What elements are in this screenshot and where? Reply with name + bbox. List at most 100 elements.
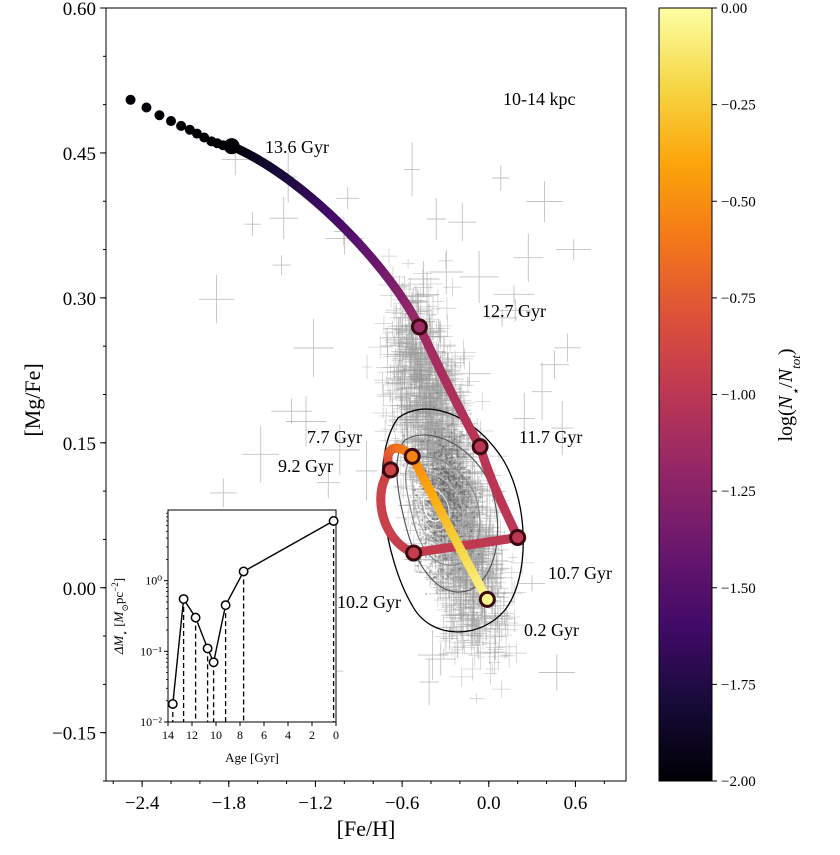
star-point — [452, 440, 454, 442]
star-point — [438, 407, 440, 409]
star-point — [452, 445, 454, 447]
star-point — [428, 436, 430, 438]
star-point — [459, 520, 461, 522]
y-tick-label: 0.45 — [63, 144, 96, 165]
y-tick-label: −0.15 — [52, 724, 96, 745]
star-point — [451, 577, 453, 579]
star-point — [460, 467, 462, 469]
star-point — [457, 466, 459, 468]
x-tick-label: 0.6 — [564, 793, 588, 814]
star-point — [453, 513, 455, 515]
star-point — [469, 470, 471, 472]
star-point — [422, 536, 424, 538]
star-point — [458, 530, 460, 532]
star-point — [434, 485, 436, 487]
star-point — [433, 407, 435, 409]
star-point — [442, 589, 444, 591]
inset-point — [169, 700, 177, 708]
star-point — [459, 440, 461, 442]
colorbar-tick-label: −0.50 — [721, 194, 756, 210]
inset-point — [191, 613, 199, 621]
star-point — [448, 486, 450, 488]
star-point — [468, 550, 470, 552]
star-point — [418, 449, 420, 451]
inset-x-tick-label: 6 — [261, 728, 267, 742]
star-point — [408, 469, 410, 471]
star-point — [485, 532, 487, 534]
early-track-point — [141, 103, 151, 113]
early-track-point — [176, 121, 186, 131]
star-point — [451, 507, 453, 509]
star-point — [448, 436, 450, 438]
star-point — [415, 522, 417, 524]
star-point — [435, 482, 437, 484]
star-point — [436, 392, 438, 394]
star-point — [461, 485, 463, 487]
star-point — [419, 532, 421, 534]
star-point — [457, 510, 459, 512]
star-point — [453, 499, 455, 501]
star-point — [443, 558, 445, 560]
age-label-10-7: 10.7 Gyr — [548, 563, 612, 583]
star-point — [432, 510, 434, 512]
age-label-7-7: 7.7 Gyr — [307, 427, 362, 447]
age-marker — [224, 138, 240, 154]
star-point — [466, 506, 468, 508]
star-point — [446, 460, 448, 462]
star-point — [476, 515, 478, 517]
star-point — [459, 463, 461, 465]
star-point — [448, 468, 450, 470]
star-point — [442, 576, 444, 578]
star-point — [451, 489, 453, 491]
star-point — [467, 523, 469, 525]
inset-y-tick-label: 10⁻¹ — [140, 644, 162, 658]
star-point — [447, 425, 449, 427]
star-point — [449, 452, 451, 454]
star-point — [453, 474, 455, 476]
inset-x-tick-label: 0 — [333, 728, 339, 742]
star-point — [457, 484, 459, 486]
star-point — [419, 571, 421, 573]
star-point — [456, 453, 458, 455]
star-point — [464, 491, 466, 493]
star-point — [422, 440, 424, 442]
age-label-13-6: 13.6 Gyr — [265, 137, 329, 157]
star-point — [425, 529, 427, 531]
star-point — [457, 503, 459, 505]
colorbar-ticks: 0.00−0.25−0.50−0.75−1.00−1.25−1.50−1.75−… — [712, 1, 756, 790]
star-point — [442, 554, 444, 556]
star-point — [420, 441, 422, 443]
star-point — [436, 479, 438, 481]
star-point — [441, 500, 443, 502]
inset-point — [329, 517, 337, 525]
star-point — [443, 489, 445, 491]
star-point — [448, 461, 450, 463]
inset-x-tick-label: 12 — [186, 728, 198, 742]
colorbar: 0.00−0.25−0.50−0.75−1.00−1.25−1.50−1.75−… — [659, 1, 803, 790]
star-point — [465, 471, 467, 473]
star-point — [440, 454, 442, 456]
star-point — [467, 497, 469, 499]
star-point — [440, 525, 442, 527]
y-tick-label: 0.60 — [63, 0, 96, 20]
star-point — [449, 424, 451, 426]
star-point — [437, 469, 439, 471]
star-point — [444, 554, 446, 556]
star-point — [466, 501, 468, 503]
star-point — [450, 500, 452, 502]
star-point — [465, 513, 467, 515]
star-point — [469, 472, 471, 474]
star-point — [423, 464, 425, 466]
inset-x-tick-label: 10 — [210, 728, 222, 742]
star-point — [469, 535, 471, 537]
star-point — [437, 534, 439, 536]
star-point — [439, 462, 441, 464]
x-tick-label: −2.4 — [125, 793, 160, 814]
star-point — [443, 470, 445, 472]
colorbar-tick-label: −0.25 — [721, 98, 756, 114]
star-point — [455, 478, 457, 480]
colorbar-tick-label: −2.00 — [721, 774, 756, 790]
star-point — [425, 556, 427, 558]
